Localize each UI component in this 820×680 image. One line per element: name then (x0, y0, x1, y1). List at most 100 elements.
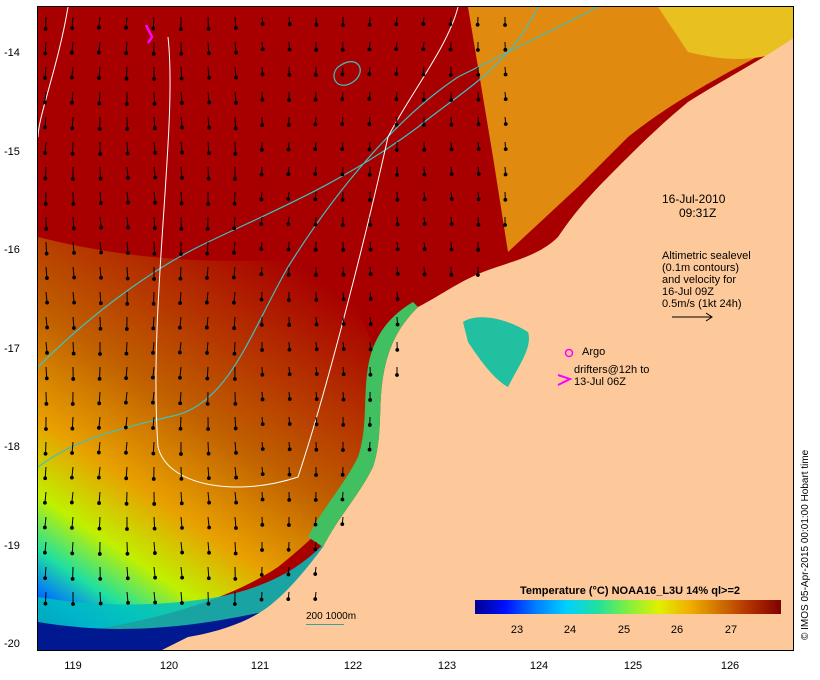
velocity-arrow-head (72, 250, 76, 255)
velocity-arrow (44, 41, 47, 54)
velocity-arrow-head (421, 22, 426, 26)
king-sound (463, 317, 529, 387)
velocity-arrow-head (43, 576, 48, 581)
velocity-arrow-head (340, 47, 345, 52)
velocity-arrow-head (233, 177, 237, 181)
velocity-arrow-head (125, 551, 130, 556)
y-tick-label: -19 (4, 540, 20, 552)
velocity-arrow-head (476, 73, 481, 77)
velocity-arrow-head (179, 76, 184, 81)
velocity-arrow-head (205, 276, 209, 280)
velocity-arrow-head (179, 226, 184, 231)
velocity-arrow (72, 341, 75, 354)
velocity-arrow-head (448, 47, 453, 52)
velocity-arrow-head (97, 552, 102, 556)
velocity-arrow-head (98, 601, 103, 606)
velocity-arrow-head (123, 400, 128, 405)
velocity-arrow-head (286, 197, 291, 201)
velocity-arrow-head (340, 223, 345, 227)
velocity-arrow-head (259, 222, 264, 226)
velocity-arrow-head (179, 452, 183, 456)
velocity-arrow-head (340, 72, 345, 77)
velocity-arrow-head (69, 75, 74, 80)
velocity-arrow-head (260, 372, 265, 377)
velocity-arrow-head (206, 202, 211, 206)
velocity-arrow-head (233, 401, 238, 406)
velocity-arrow (44, 166, 47, 179)
velocity-arrows (42, 16, 508, 606)
velocity-arrow-head (313, 522, 318, 527)
velocity-arrow-head (96, 450, 101, 455)
velocity-arrow-head (367, 147, 372, 152)
velocity-arrow-head (232, 250, 236, 255)
velocity-arrow-head (125, 151, 130, 156)
velocity-arrow-head (206, 151, 211, 156)
sst-map (38, 7, 793, 650)
velocity-arrow-head (395, 297, 400, 302)
velocity-arrow-head (234, 475, 239, 480)
velocity-arrow (179, 266, 182, 279)
velocity-arrow-head (260, 447, 265, 451)
velocity-arrow-head (179, 52, 184, 56)
velocity-arrow-head (314, 48, 319, 52)
velocity-arrow-head (152, 126, 157, 131)
x-tick-label: 123 (437, 660, 457, 672)
velocity-arrow-head (152, 526, 157, 531)
velocity-arrow-head (260, 97, 265, 102)
velocity-arrow-head (368, 347, 373, 352)
velocity-arrow-head (368, 272, 373, 277)
velocity-arrow-head (340, 172, 345, 177)
velocity-arrow-head (260, 522, 265, 527)
velocity-arrow-head (70, 402, 75, 406)
velocity-arrow-head (42, 525, 47, 530)
velocity-arrow-head (206, 601, 211, 606)
velocity-arrow-head (422, 272, 427, 277)
velocity-arrow-head (314, 297, 319, 302)
colorbar-tick: 25 (617, 624, 631, 636)
velocity-arrow-head (287, 472, 292, 477)
velocity-arrow (98, 516, 101, 529)
velocity-arrow-head (287, 47, 292, 52)
velocity-arrow (71, 541, 74, 554)
velocity-arrow-head (259, 272, 264, 277)
velocity-arrow-head (43, 51, 48, 56)
velocity-arrow-head (340, 197, 345, 202)
velocity-arrow-head (314, 473, 318, 477)
depth-scale-line (306, 624, 344, 625)
velocity-arrow-head (124, 501, 129, 506)
velocity-arrow-head (178, 276, 183, 281)
velocity-arrow-head (206, 476, 211, 481)
velocity-arrow-head (96, 25, 101, 30)
velocity-arrow-head (43, 26, 48, 31)
velocity-arrow-head (260, 47, 265, 52)
velocity-arrow-head (394, 72, 399, 76)
velocity-arrow-head (124, 450, 128, 455)
velocity-arrow-head (259, 148, 264, 152)
velocity-arrow-head (179, 501, 184, 506)
velocity-arrow-head (180, 125, 185, 130)
velocity-arrow-head (286, 298, 291, 302)
velocity-arrow-head (286, 247, 291, 252)
velocity-arrow-head (99, 275, 103, 280)
velocity-arrow-head (287, 323, 292, 327)
velocity-arrow-head (70, 100, 74, 105)
velocity-arrow-head (314, 273, 318, 277)
velocity-arrow-head (395, 347, 400, 352)
velocity-arrow-head (394, 148, 399, 152)
velocity-arrow-head (313, 172, 318, 176)
velocity-arrow (234, 541, 237, 554)
velocity-arrow-head (151, 26, 156, 31)
velocity-arrow-head (340, 97, 345, 102)
velocity-arrow-head (395, 272, 400, 276)
velocity-arrow-head (71, 351, 76, 356)
velocity-arrow-head (448, 22, 453, 27)
velocity-arrow (207, 441, 210, 454)
velocity-arrow (180, 191, 183, 204)
velocity-arrow-head (44, 227, 49, 231)
velocity-arrow-head (475, 273, 480, 277)
velocity-arrow-head (71, 177, 75, 181)
velocity-arrow-head (503, 147, 508, 152)
velocity-arrow-head (260, 348, 264, 352)
velocity-arrow-head (422, 222, 427, 226)
velocity-arrow-head (233, 151, 238, 156)
